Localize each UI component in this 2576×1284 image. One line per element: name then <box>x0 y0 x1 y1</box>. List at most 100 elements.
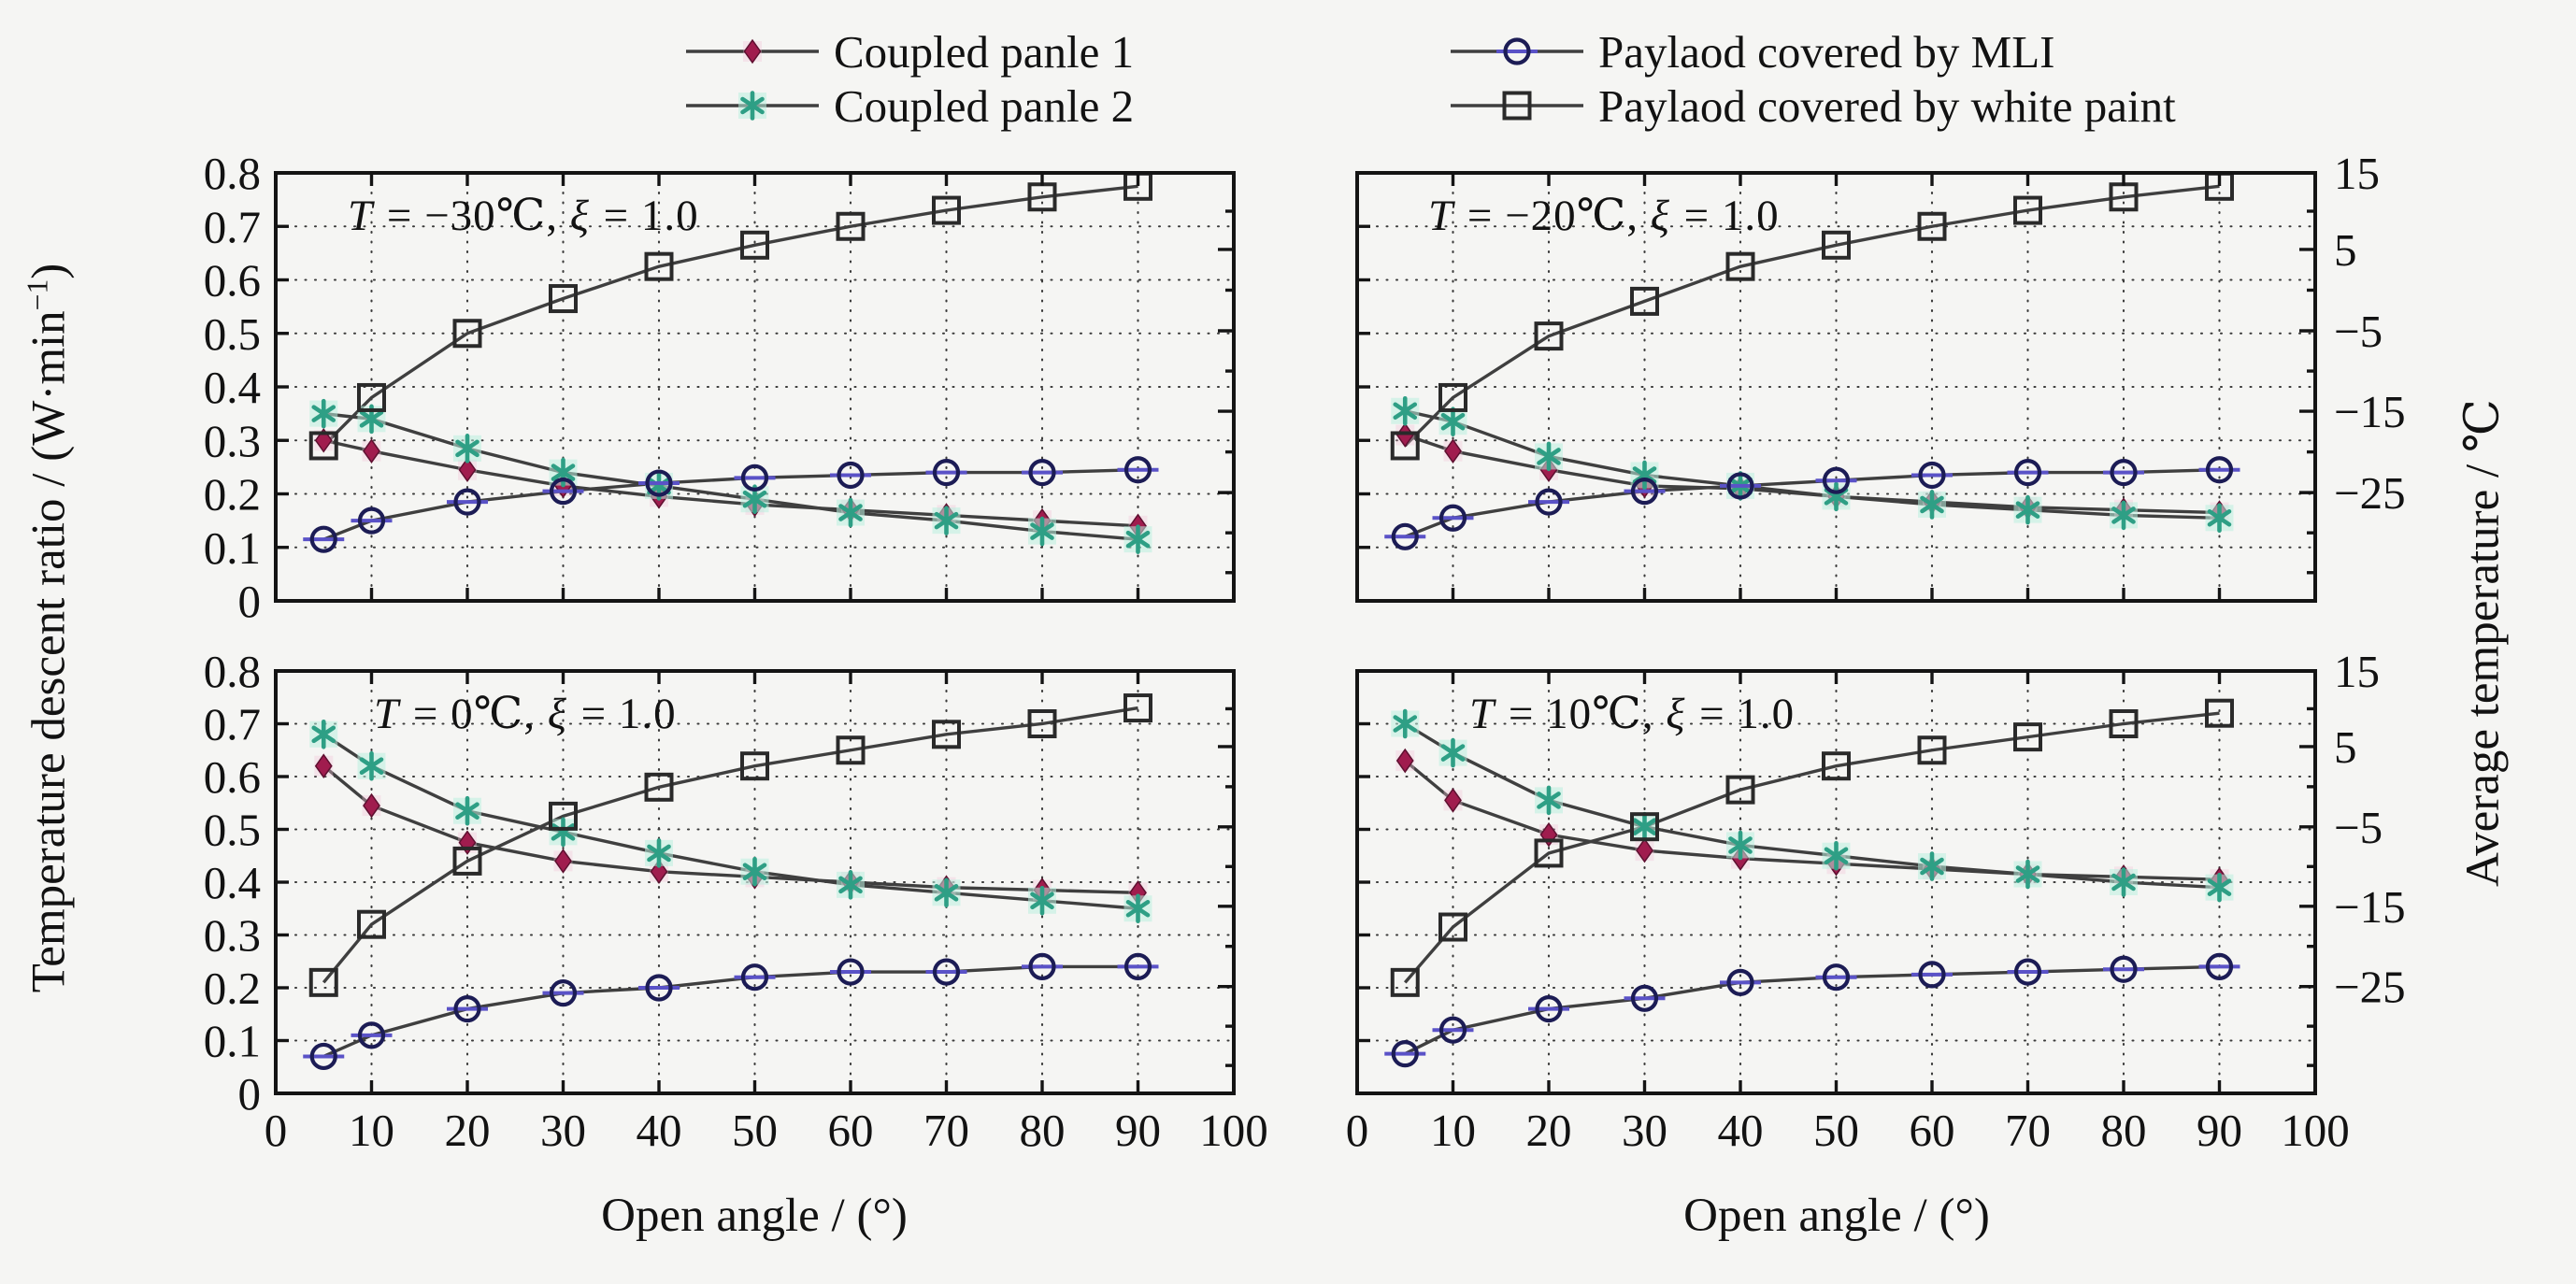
x-tick-label: 40 <box>1718 1105 1764 1156</box>
y-tick-label: 0.4 <box>204 857 261 908</box>
series-markers-payload-mli <box>1384 952 2240 1068</box>
annotation-text: = 0℃, <box>401 690 548 738</box>
math-symbol-xi: ξ <box>547 690 567 738</box>
series-line-payload-mli <box>1404 964 2220 1056</box>
x-tick-label: 80 <box>1020 1105 1066 1156</box>
star-marker-icon <box>934 877 959 908</box>
circle-marker-icon <box>357 506 386 535</box>
circle-marker-icon <box>1918 961 1946 989</box>
series-markers-payload-mli <box>1384 456 2240 550</box>
x-tick-label: 0 <box>1346 1105 1369 1156</box>
circle-marker-icon <box>1535 488 1563 516</box>
square-marker-icon <box>1917 211 1947 241</box>
square-marker-icon <box>932 720 961 749</box>
star-marker-icon <box>2111 500 2136 531</box>
legend-label: Paylaod covered by white paint <box>1598 79 2176 132</box>
y-right-tick-label: 5 <box>2334 721 2357 773</box>
series-line-payload-white-paint <box>1403 711 2220 984</box>
math-symbol-T: T <box>374 690 400 738</box>
annotation-top-right: T = −20℃, ξ = 1.0 <box>1428 190 1780 241</box>
axis-ticks <box>1357 669 2315 1093</box>
series-line-payload-white-paint <box>322 184 1138 448</box>
axis-ticks <box>1357 171 2315 601</box>
y-tick-label: 0.6 <box>204 255 261 307</box>
star-marker-icon <box>311 719 336 749</box>
circle-marker-icon <box>309 1042 337 1071</box>
square-marker-icon <box>1447 79 1587 132</box>
square-marker-icon <box>357 382 386 412</box>
star-marker-icon <box>455 434 479 464</box>
annotation-bottom-right: T = 10℃, ξ = 1.0 <box>1469 688 1795 739</box>
diamond-marker-icon <box>1444 438 1462 464</box>
legend-item-payload-white-paint: Paylaod covered by white paint <box>1447 78 2176 133</box>
circle-marker-icon <box>2013 958 2042 986</box>
circle-marker-icon <box>1391 1040 1419 1068</box>
y-axis-title-text: ) <box>22 263 76 279</box>
square-marker-icon <box>1027 709 1057 738</box>
square-marker-icon <box>1534 321 1564 351</box>
series-line-payload-mli <box>322 964 1138 1059</box>
circle-marker-icon <box>1726 968 1754 996</box>
square-marker-icon <box>1630 286 1659 316</box>
star-marker-icon <box>311 398 336 429</box>
square-marker-icon <box>1725 251 1755 281</box>
x-tick-label: 70 <box>923 1105 969 1156</box>
square-marker-icon <box>2013 195 2042 225</box>
math-symbol-xi: ξ <box>569 192 590 240</box>
circle-marker-icon <box>1535 995 1563 1023</box>
legend-label: Coupled panle 2 <box>834 79 1135 132</box>
subplot-bottom-left: 0.80.70.60.50.40.30.20.100 10 20 30 40 50 60 70… <box>204 646 1268 1156</box>
y-tick-label: 0.3 <box>204 415 261 466</box>
circle-marker-icon <box>453 488 481 516</box>
square-marker-icon <box>452 319 482 349</box>
subplot-top-right: 15 5 −5 −15 −25 <box>1355 148 2406 603</box>
series-markers-payload-mli <box>303 952 1159 1071</box>
square-marker-icon <box>1438 912 1467 942</box>
square-marker-icon <box>740 230 769 260</box>
diamond-marker-icon <box>1395 748 1414 774</box>
star-marker-icon <box>1393 395 1418 426</box>
diamond-marker-icon <box>314 753 333 778</box>
diamond-marker-icon <box>743 38 762 64</box>
x-tick-label: 40 <box>637 1105 682 1156</box>
circle-marker-icon <box>1028 459 1056 487</box>
circle-marker-icon <box>1391 522 1419 550</box>
square-marker-icon <box>1822 751 1851 781</box>
star-marker-icon <box>838 870 863 900</box>
star-marker-icon <box>2015 859 2040 890</box>
star-marker-icon <box>1393 708 1418 739</box>
y-tick-label: 0.7 <box>204 201 261 252</box>
legend-marker-canvas <box>1451 37 1583 65</box>
circle-marker-icon <box>645 974 673 1002</box>
star-marker-icon <box>455 795 479 826</box>
y-tick-label: 0.5 <box>204 308 261 360</box>
series-line-coupled-panel-2 <box>323 411 1138 541</box>
circle-marker-icon <box>1123 952 1152 980</box>
annotation-text: = −20℃, <box>1455 192 1651 240</box>
star-marker-icon <box>1537 785 1561 816</box>
math-symbol-T: T <box>1428 192 1454 240</box>
star-marker-icon <box>1030 516 1054 547</box>
y-tick-label: 0.8 <box>204 646 261 697</box>
star-marker-icon <box>1125 524 1151 554</box>
star-marker-icon <box>1030 885 1054 916</box>
square-marker-icon <box>740 751 769 781</box>
circle-marker-icon <box>1726 472 1754 500</box>
star-marker-icon <box>1440 737 1466 768</box>
square-marker-icon <box>2109 709 2139 738</box>
circle-marker-icon <box>2205 456 2234 484</box>
x-tick-label: 50 <box>1813 1105 1859 1156</box>
star-marker-icon <box>2015 494 2040 525</box>
diamond-marker-icon <box>682 25 823 78</box>
y-tick-label: 0.2 <box>204 469 261 521</box>
circle-marker-icon <box>2110 459 2138 487</box>
diamond-marker-icon <box>554 849 572 874</box>
annotation-top-left: T = −30℃, ξ = 1.0 <box>348 190 699 241</box>
y-axis-title-superscript: −1 <box>21 278 54 311</box>
annotation-text: = 1.0 <box>568 690 677 738</box>
y-tick-label: 0.7 <box>204 699 261 750</box>
square-marker-icon <box>1123 693 1152 723</box>
star-marker-icon <box>742 856 767 887</box>
annotation-bottom-left: T = 0℃, ξ = 1.0 <box>374 688 677 739</box>
x-tick-label: 100 <box>2281 1105 2350 1156</box>
